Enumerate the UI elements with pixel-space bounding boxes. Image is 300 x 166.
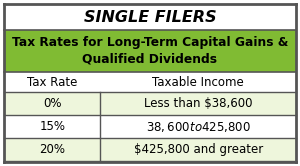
Text: 0%: 0% (43, 97, 62, 110)
Bar (4, 115, 296, 138)
Text: Taxable Income: Taxable Income (152, 76, 244, 88)
Bar (4, 92, 296, 115)
Text: 20%: 20% (39, 143, 65, 156)
Bar (4, 4, 296, 30)
Text: SINGLE FILERS: SINGLE FILERS (84, 9, 216, 25)
Bar (4, 72, 296, 92)
Bar (4, 30, 296, 72)
Text: 15%: 15% (39, 120, 65, 133)
Text: $425,800 and greater: $425,800 and greater (134, 143, 263, 156)
Text: Tax Rate: Tax Rate (27, 76, 77, 88)
Text: Less than $38,600: Less than $38,600 (144, 97, 252, 110)
Text: Tax Rates for Long-Term Capital Gains &
Qualified Dividends: Tax Rates for Long-Term Capital Gains & … (12, 36, 288, 66)
Text: $38,600 to $425,800: $38,600 to $425,800 (146, 120, 250, 133)
Bar (4, 138, 296, 161)
